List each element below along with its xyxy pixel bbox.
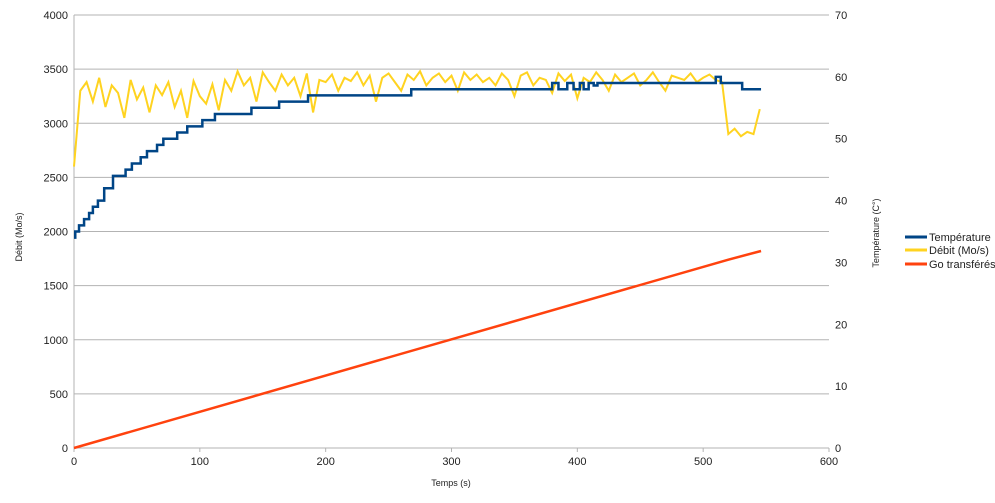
y-tick-label: 4000 bbox=[44, 10, 68, 22]
legend: Température Débit (Mo/s) Go transférés bbox=[905, 232, 995, 271]
y-right-tick-label: 70 bbox=[835, 10, 847, 22]
y-right-tick-label: 60 bbox=[835, 72, 847, 84]
y-tick-label: 1500 bbox=[44, 281, 68, 293]
y-tick-label: 2500 bbox=[44, 172, 68, 184]
y-axis-label: Débit (Mo/s) bbox=[14, 212, 24, 261]
x-axis-label: Temps (s) bbox=[431, 478, 471, 488]
x-tick-label: 100 bbox=[191, 456, 209, 468]
y-tick-label: 2000 bbox=[44, 227, 68, 239]
y-right-tick-label: 0 bbox=[835, 443, 841, 455]
legend-label-debit: Débit (Mo/s) bbox=[929, 245, 989, 257]
legend-label-temperature: Température bbox=[929, 232, 991, 244]
y-right-tick-label: 30 bbox=[835, 257, 847, 269]
series-line-debit bbox=[73, 68, 761, 167]
y-tick-label: 500 bbox=[50, 389, 68, 401]
y-tick-label: 3500 bbox=[44, 64, 68, 76]
x-tick-label: 600 bbox=[820, 456, 838, 468]
y-right-tick-label: 20 bbox=[835, 319, 847, 331]
y-tick-label: 1000 bbox=[44, 335, 68, 347]
x-tick-label: 0 bbox=[71, 456, 77, 468]
y-right-tick-label: 50 bbox=[835, 134, 847, 146]
legend-label-go: Go transférés bbox=[929, 259, 995, 271]
y-axis-right-label: Température (C°) bbox=[871, 198, 881, 267]
y-right-tick-label: 40 bbox=[835, 196, 847, 208]
x-tick-label: 200 bbox=[316, 456, 334, 468]
x-tick-label: 500 bbox=[694, 456, 712, 468]
x-tick-label: 400 bbox=[568, 456, 586, 468]
series-line-temperature bbox=[74, 75, 762, 239]
y-tick-label: 3000 bbox=[44, 118, 68, 130]
series-line-go-transferes bbox=[73, 249, 762, 450]
y-tick-label: 0 bbox=[62, 443, 68, 455]
x-tick-label: 300 bbox=[442, 456, 460, 468]
y-right-tick-label: 10 bbox=[835, 381, 847, 393]
